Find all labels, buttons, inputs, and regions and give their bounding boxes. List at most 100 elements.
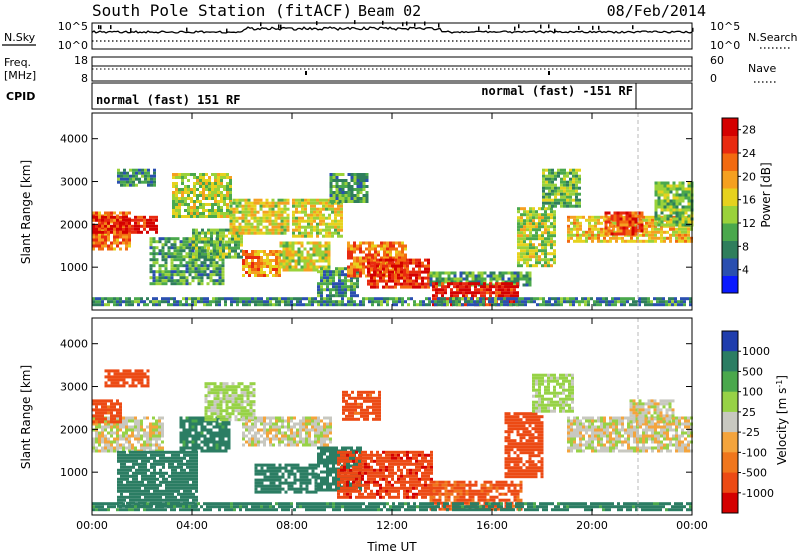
heatmap-cell: [588, 218, 591, 222]
heatmap-cell: [176, 249, 180, 253]
heatmap-cell: [637, 220, 641, 224]
heatmap-cell: [196, 200, 199, 203]
heatmap-cell: [365, 176, 369, 179]
heatmap-cell: [194, 297, 197, 301]
heatmap-cell: [341, 279, 344, 283]
heatmap-cell: [119, 215, 122, 219]
heatmap-cell: [550, 258, 553, 262]
heatmap-cell: [248, 268, 251, 271]
heatmap-cell: [131, 416, 134, 420]
heatmap-cell: [386, 253, 389, 257]
heatmap-cell: [517, 261, 520, 265]
heatmap-cell: [327, 256, 331, 260]
colorbar-swatch: [722, 153, 738, 171]
heatmap-cell: [282, 244, 286, 248]
heatmap-cell: [391, 261, 394, 265]
heatmap-cell: [547, 225, 550, 229]
heatmap-cell: [383, 250, 386, 254]
heatmap-cell: [152, 428, 155, 432]
heatmap-cell: [285, 262, 289, 266]
heatmap-cell: [168, 492, 171, 496]
heatmap-cell: [392, 300, 395, 304]
heatmap-cell: [663, 230, 666, 234]
heatmap-cell: [557, 174, 560, 178]
heatmap-cell: [554, 174, 557, 178]
heatmap-cell: [95, 232, 98, 236]
heatmap-cell: [538, 213, 541, 217]
heatmap-cell: [126, 171, 129, 175]
heatmap-cell: [576, 224, 579, 228]
heatmap-cell: [295, 219, 298, 223]
heatmap-cell: [331, 201, 334, 205]
heatmap-cell: [131, 375, 135, 379]
heatmap-cell: [380, 265, 383, 269]
heatmap-cell: [146, 224, 149, 228]
heatmap-cell: [140, 215, 143, 219]
heatmap-cell: [226, 173, 229, 176]
heatmap-cell: [196, 212, 199, 215]
heatmap-cell: [429, 280, 433, 284]
heatmap-cell: [186, 465, 189, 469]
heatmap-cell: [459, 274, 463, 278]
heatmap-cell: [216, 243, 219, 247]
heatmap-cell: [547, 264, 550, 268]
heatmap-cell: [244, 207, 248, 211]
heatmap-cell: [277, 213, 281, 217]
heatmap-cell: [179, 431, 183, 435]
heatmap-cell: [285, 259, 289, 263]
heatmap-cell: [159, 453, 162, 457]
heatmap-cell: [409, 279, 412, 283]
heatmap-cell: [409, 270, 412, 274]
heatmap-cell: [128, 425, 131, 429]
heatmap-cell: [113, 378, 117, 382]
heatmap-cell: [251, 250, 254, 253]
heatmap-cell: [190, 200, 193, 203]
heatmap-cell: [394, 267, 397, 271]
heatmap-cell: [155, 270, 159, 274]
heatmap-cell: [104, 220, 107, 224]
cpid-mode-2: normal (fast) -151 RF: [481, 84, 633, 98]
heatmap-cell: [185, 246, 189, 250]
heatmap-cell: [501, 294, 504, 298]
heatmap-cell: [444, 271, 448, 275]
heatmap-cell: [182, 431, 186, 435]
heatmap-cell: [140, 434, 143, 438]
heatmap-cell: [669, 236, 672, 240]
heatmap-cell: [320, 285, 323, 289]
heatmap-cell: [155, 428, 158, 432]
heatmap-cell: [374, 297, 377, 301]
heatmap-cell: [569, 189, 572, 193]
heatmap-cell: [178, 215, 181, 218]
heatmap-cell: [167, 276, 171, 280]
heatmap-cell: [597, 236, 600, 240]
heatmap-cell: [110, 215, 113, 219]
heatmap-cell: [122, 443, 125, 447]
heatmap-cell: [547, 207, 550, 211]
heatmap-cell: [221, 282, 225, 286]
noise-right-tick-bottom: 10^0: [710, 39, 740, 52]
heatmap-cell: [492, 271, 496, 275]
heatmap-cell: [162, 477, 165, 481]
heatmap-cell: [532, 252, 535, 256]
heatmap-cell: [403, 270, 406, 274]
heatmap-cell: [282, 265, 286, 269]
heatmap-cell: [335, 285, 338, 289]
heatmap-cell: [669, 233, 672, 237]
heatmap-cell: [120, 477, 123, 481]
heatmap-cell: [195, 252, 198, 256]
heatmap-cell: [551, 303, 554, 307]
heatmap-cell: [683, 300, 686, 304]
heatmap-cell: [193, 173, 196, 176]
heatmap-cell: [489, 288, 492, 292]
heatmap-cell: [322, 207, 325, 211]
heatmap-cell: [144, 498, 147, 502]
heatmap-cell: [191, 449, 195, 453]
heatmap-cell: [669, 211, 673, 215]
heatmap-cell: [140, 419, 143, 423]
heatmap-cell: [192, 228, 195, 232]
heatmap-cell: [640, 226, 644, 230]
heatmap-cell: [548, 189, 551, 193]
heatmap-cell: [98, 244, 101, 248]
heatmap-cell: [185, 267, 189, 271]
heatmap-cell: [263, 262, 266, 265]
